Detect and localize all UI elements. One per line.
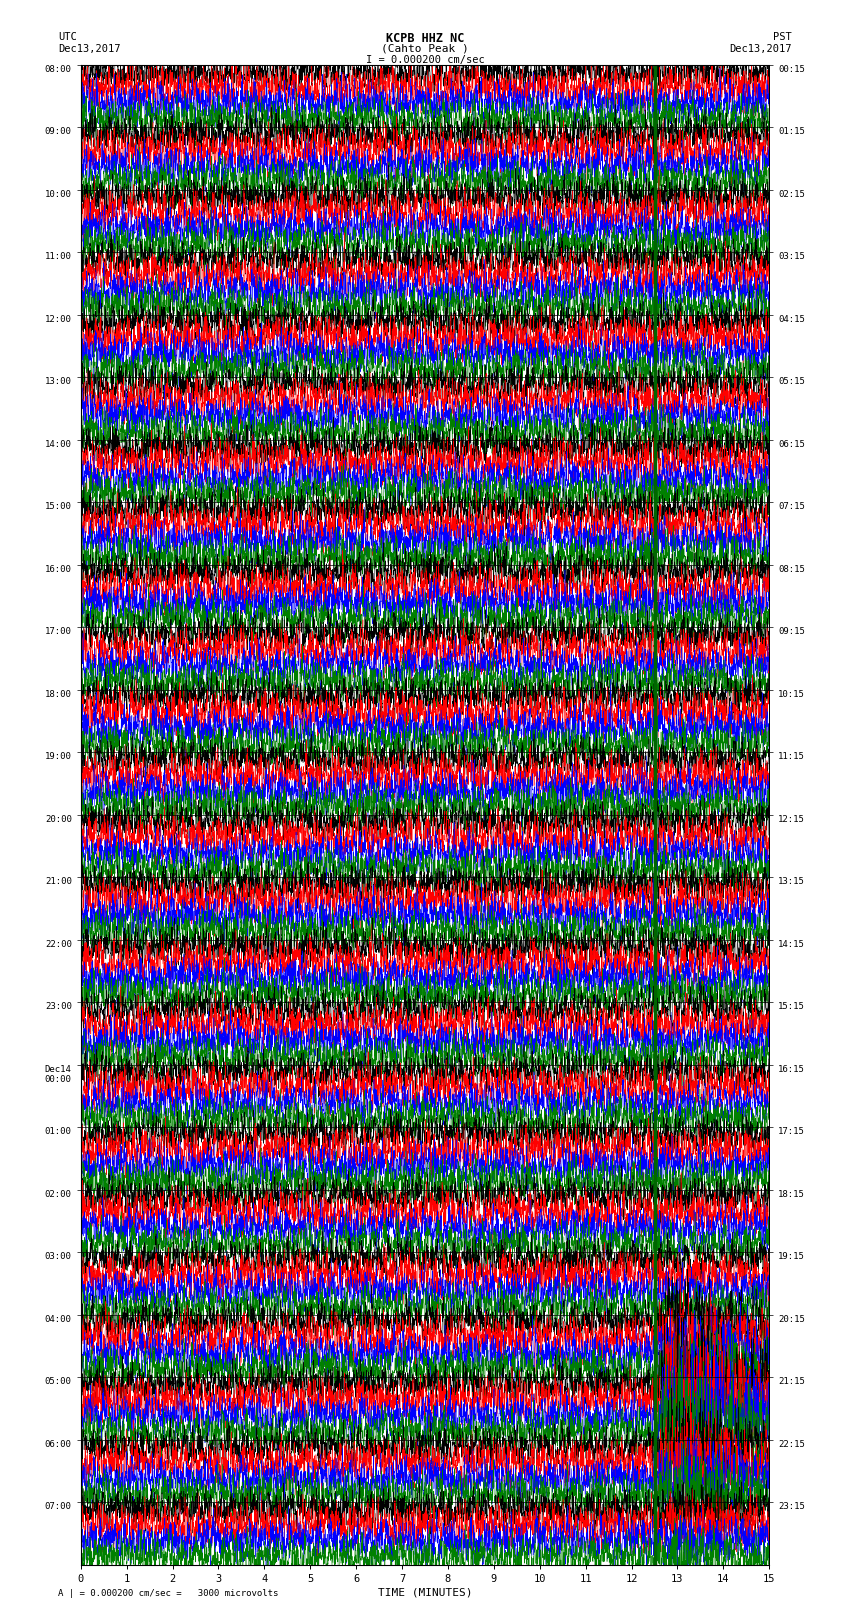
Text: PST: PST [774,32,792,42]
X-axis label: TIME (MINUTES): TIME (MINUTES) [377,1587,473,1598]
Text: Dec13,2017: Dec13,2017 [58,44,121,53]
Text: UTC: UTC [58,32,76,42]
Text: (Cahto Peak ): (Cahto Peak ) [381,44,469,53]
Text: KCPB HHZ NC: KCPB HHZ NC [386,32,464,45]
Text: A | = 0.000200 cm/sec =   3000 microvolts: A | = 0.000200 cm/sec = 3000 microvolts [58,1589,278,1597]
Text: I = 0.000200 cm/sec: I = 0.000200 cm/sec [366,55,484,65]
Text: Dec13,2017: Dec13,2017 [729,44,792,53]
